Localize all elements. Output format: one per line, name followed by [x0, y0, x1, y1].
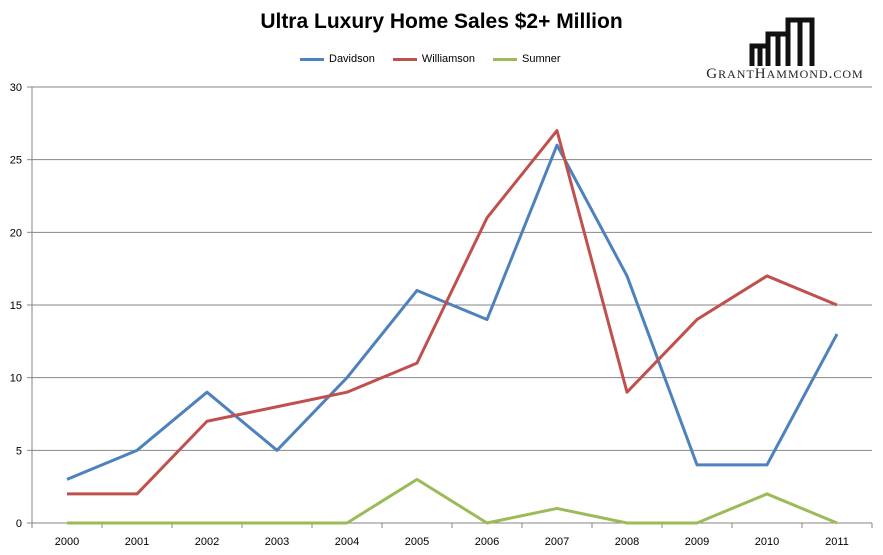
legend-item: Davidson: [300, 53, 375, 65]
buildings-logo-icon: [749, 17, 815, 66]
chart-title: Ultra Luxury Home Sales $2+ Million: [260, 10, 623, 33]
x-tick-label: 2005: [405, 536, 429, 548]
x-tick-label: 2006: [475, 536, 499, 548]
series-line-williamson: [67, 129, 838, 496]
x-tick-label: 2011: [825, 536, 849, 548]
legend-swatch: [493, 57, 518, 61]
y-tick-label: 10: [10, 373, 22, 385]
x-tick-label: 2007: [545, 536, 569, 548]
x-tick-label: 2009: [685, 536, 709, 548]
legend-swatch: [300, 57, 324, 61]
legend-label: Davidson: [329, 53, 375, 65]
y-tick-label: 30: [10, 82, 22, 94]
y-tick-label: 15: [10, 300, 22, 312]
x-tick-label: 2001: [125, 536, 149, 548]
y-tick-label: 20: [10, 227, 22, 239]
x-tick-label: 2000: [55, 536, 79, 548]
legend-item: Sumner: [493, 53, 561, 65]
legend-label: Williamson: [421, 53, 476, 65]
series-line-davidson: [66, 143, 839, 481]
legend-item: Williamson: [392, 53, 476, 65]
x-tick-label: 2002: [195, 536, 219, 548]
x-tick-label: 2003: [265, 536, 289, 548]
x-tick-label: 2008: [615, 536, 639, 548]
legend: Davidson Williamson Sumner: [300, 53, 561, 65]
x-tick-label: 2004: [335, 536, 359, 548]
logo-text: GRANTHAMMOND.COM: [706, 66, 864, 82]
y-tick-label: 25: [10, 155, 22, 167]
legend-swatch: [392, 57, 417, 61]
legend-label: Sumner: [522, 53, 561, 65]
y-tick-label: 5: [16, 445, 22, 457]
logo: GRANTHAMMOND.COM: [690, 8, 880, 88]
x-tick-label: 2010: [755, 536, 779, 548]
series-line-sumner: [67, 477, 838, 525]
y-tick-label: 0: [16, 518, 22, 530]
